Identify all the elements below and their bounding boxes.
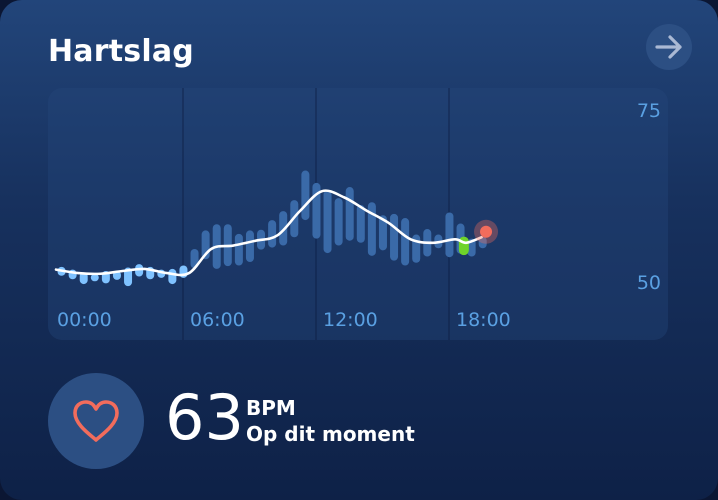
x-tick-label: 12:00 (323, 309, 378, 331)
heart-rate-chart: 00:00 06:00 12:00 18:00 75 50 (48, 88, 668, 340)
range-bar (190, 248, 199, 269)
highlight-bar (458, 236, 469, 256)
y-tick-label: 75 (637, 100, 661, 122)
range-bar (445, 212, 454, 258)
current-point (480, 225, 493, 238)
range-bar (412, 234, 421, 263)
current-caption: Op dit moment (246, 422, 415, 446)
range-bar (345, 187, 354, 241)
range-bar (301, 170, 310, 221)
range-bar (234, 233, 243, 266)
range-bar (334, 198, 343, 246)
range-bar (245, 230, 254, 263)
range-bar (390, 213, 399, 261)
range-bar (367, 202, 376, 256)
y-tick-label: 50 (637, 272, 661, 294)
open-details-button[interactable] (646, 24, 692, 70)
heart-rate-line (54, 189, 483, 277)
heart-icon-container (48, 373, 144, 469)
card-title: Hartslag (48, 34, 194, 69)
chart-canvas: 00:00 06:00 12:00 18:00 75 50 (54, 88, 661, 340)
current-bpm-value: 63 (165, 381, 244, 454)
range-bar (323, 190, 332, 254)
x-tick-label: 06:00 (190, 309, 245, 331)
range-bar (279, 211, 288, 246)
arrow-right-icon (655, 35, 682, 59)
range-bar (124, 267, 133, 287)
range-bar (401, 218, 410, 266)
range-bar (168, 268, 177, 285)
range-bar (79, 272, 88, 285)
x-tick-label: 00:00 (57, 309, 112, 331)
range-bar (378, 215, 387, 251)
range-bar (356, 204, 365, 243)
bpm-unit: BPM (246, 396, 296, 420)
heart-outline-icon (73, 400, 119, 442)
x-tick-label: 18:00 (456, 309, 511, 331)
range-bar (478, 236, 487, 249)
range-bar (90, 273, 99, 282)
range-bar (268, 220, 277, 248)
